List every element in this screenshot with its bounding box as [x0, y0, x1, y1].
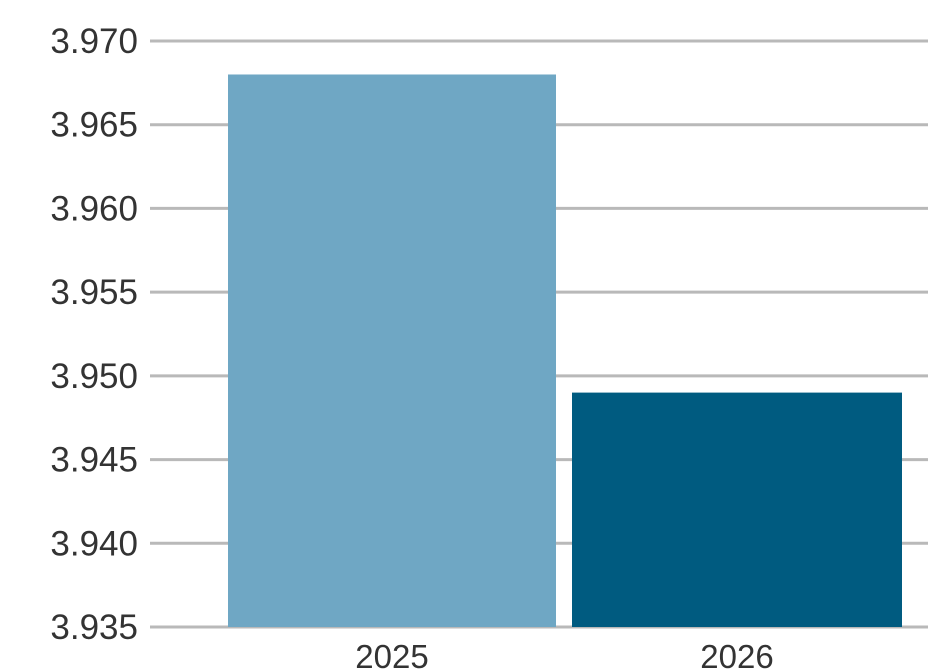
y-tick-label: 3.960 — [50, 189, 138, 228]
bars — [228, 74, 902, 627]
bar-2025 — [228, 74, 556, 627]
y-tick-label: 3.945 — [50, 441, 138, 480]
y-tick-label: 3.940 — [50, 524, 138, 563]
y-tick-label: 3.965 — [50, 106, 138, 145]
y-tick-label: 3.935 — [50, 608, 138, 647]
y-tick-label: 3.955 — [50, 273, 138, 312]
x-axis-category-labels: 2025 2026 — [355, 638, 773, 672]
y-tick-label: 3.970 — [50, 22, 138, 61]
x-category-label: 2026 — [700, 638, 773, 672]
bar-2026 — [572, 392, 902, 627]
y-tick-label: 3.950 — [50, 357, 138, 396]
x-category-label: 2025 — [355, 638, 428, 672]
y-axis-tick-labels: 3.970 3.965 3.960 3.955 3.950 3.945 3.940 3.935 — [50, 22, 138, 647]
